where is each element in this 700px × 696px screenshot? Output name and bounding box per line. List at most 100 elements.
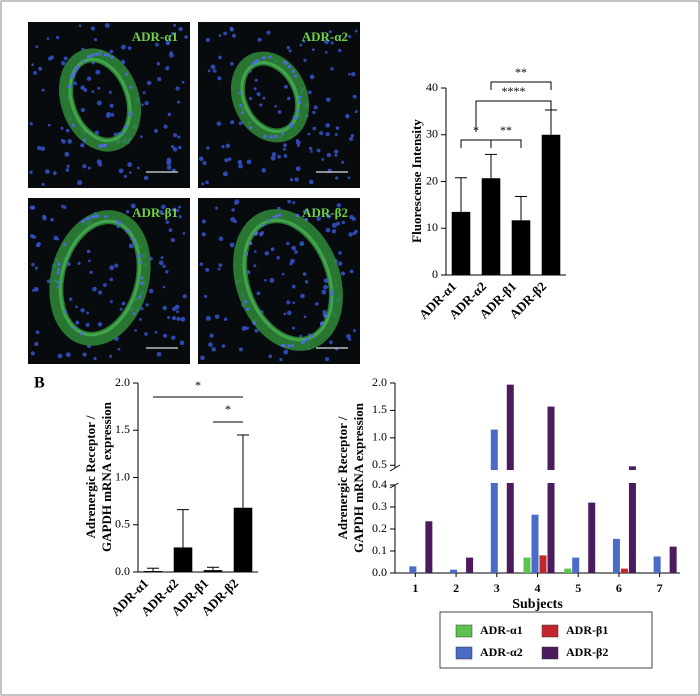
y-tick-label: 0.4 (372, 477, 387, 491)
nucleus (80, 85, 85, 90)
nucleus (335, 176, 339, 180)
y-tick-label: 40 (426, 80, 438, 94)
nucleus (316, 216, 321, 221)
nucleus (97, 322, 103, 327)
nucleus (312, 126, 317, 131)
nucleus (216, 121, 222, 126)
nucleus (128, 113, 132, 117)
nucleus (256, 92, 261, 97)
nucleus (76, 64, 80, 69)
nucleus (47, 123, 51, 127)
nucleus (55, 35, 60, 40)
bar (233, 507, 253, 572)
nucleus (208, 342, 213, 347)
vessel-wall-inner (68, 57, 132, 143)
micrograph: ADR-β2 (198, 198, 360, 364)
nucleus (129, 171, 132, 174)
nucleus (95, 69, 101, 75)
nucleus (85, 322, 90, 327)
nucleus (63, 56, 68, 61)
nucleus (77, 180, 83, 186)
vessel-wall (230, 51, 310, 143)
x-tick-label: 4 (535, 581, 541, 595)
nucleus (201, 232, 206, 237)
nucleus (91, 90, 95, 94)
nucleus (65, 168, 70, 172)
nucleus (282, 147, 286, 151)
nucleus (245, 252, 249, 256)
nucleus (37, 145, 42, 151)
micrograph-label: ADR-α1 (132, 29, 178, 44)
nucleus (80, 143, 85, 148)
nucleus (120, 131, 124, 135)
nucleus (298, 100, 302, 104)
nucleus (165, 270, 169, 274)
nucleus (157, 76, 162, 82)
nucleus (154, 330, 158, 334)
nucleus (212, 69, 217, 73)
nucleus (264, 251, 270, 256)
nucleus (182, 294, 187, 299)
nucleus (158, 260, 164, 266)
nucleus (106, 53, 110, 58)
nucleus (104, 215, 108, 219)
vessel-wall (59, 48, 141, 152)
nucleus (294, 177, 299, 182)
nucleus (73, 325, 77, 330)
nucleus (296, 109, 300, 113)
nucleus (165, 220, 170, 225)
nucleus (328, 30, 332, 34)
nucleus (326, 97, 331, 102)
nucleus (323, 314, 328, 319)
nucleus (330, 67, 334, 71)
legend-swatch (541, 646, 559, 660)
y-tick-label: 2.0 (372, 375, 387, 389)
nucleus (82, 164, 87, 169)
nucleus (67, 84, 72, 88)
nucleus (257, 37, 262, 42)
nucleus (72, 71, 76, 76)
nucleus (40, 146, 46, 151)
nucleus (338, 48, 342, 53)
y-tick-label: 0.3 (372, 499, 387, 513)
y-tick-label: 0.0 (115, 564, 130, 578)
y-tick-label: 0.0 (372, 565, 387, 579)
y-tick-label: 0.1 (372, 543, 387, 557)
nucleus (287, 344, 291, 348)
nucleus (217, 76, 222, 81)
x-tick-label: 1 (412, 581, 418, 595)
nucleus (299, 241, 305, 247)
nucleus (109, 49, 114, 54)
x-tick-label: 3 (494, 581, 500, 595)
nucleus (218, 236, 224, 241)
nucleus (171, 335, 176, 340)
y-axis-label: Fluorescense Intensity (409, 119, 424, 243)
nucleus (97, 86, 101, 90)
nucleus (175, 86, 180, 91)
nucleus (299, 334, 303, 338)
nucleus (156, 61, 161, 66)
nucleus (324, 39, 329, 45)
nucleus (95, 52, 99, 56)
nucleus (334, 133, 338, 136)
nucleus (86, 249, 91, 254)
bar (541, 134, 561, 275)
nucleus (340, 271, 346, 276)
nucleus (323, 284, 328, 290)
nucleus (65, 128, 70, 133)
nucleus (88, 259, 91, 263)
nucleus (281, 343, 285, 348)
nucleus (121, 301, 126, 306)
nucleus (300, 293, 305, 299)
nucleus (83, 88, 88, 93)
nucleus (302, 340, 306, 344)
nucleus (263, 278, 267, 282)
nucleus (262, 96, 266, 100)
y-axis-label: Adrenergic Receptor / (83, 415, 98, 538)
nucleus (139, 260, 143, 265)
nucleus (261, 168, 267, 173)
nucleus (63, 310, 67, 314)
nucleus (270, 155, 276, 161)
nucleus (86, 55, 90, 59)
nucleus (291, 245, 297, 251)
